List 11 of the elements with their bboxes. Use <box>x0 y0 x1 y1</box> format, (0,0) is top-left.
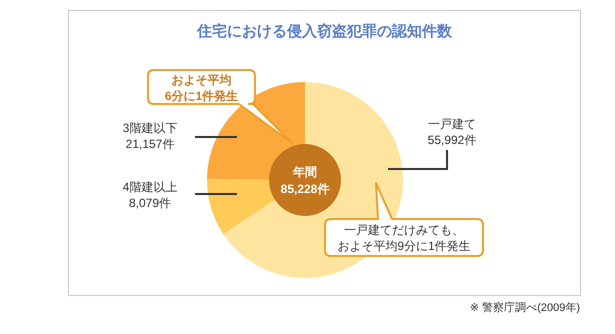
data-label: 8,079件 <box>128 195 172 211</box>
data-label: 55,992件 <box>426 132 478 148</box>
data-label: 21,157件 <box>124 136 176 152</box>
text: ※ 警察庁調べ(2009年) <box>470 300 580 316</box>
slice-label: 4階建以上 <box>122 179 178 195</box>
slice-label: 3階建以下 <box>122 120 178 136</box>
text: 年間85,228件 <box>280 164 330 198</box>
chart-title: 住宅における侵入窃盗犯罪の認知件数 <box>196 23 453 40</box>
text: 一戸建てだけみても、およそ平均9分に1件発生 <box>336 222 472 254</box>
slice-label: 一戸建て <box>427 116 477 132</box>
text: およそ平均6分に1件発生 <box>164 72 240 104</box>
